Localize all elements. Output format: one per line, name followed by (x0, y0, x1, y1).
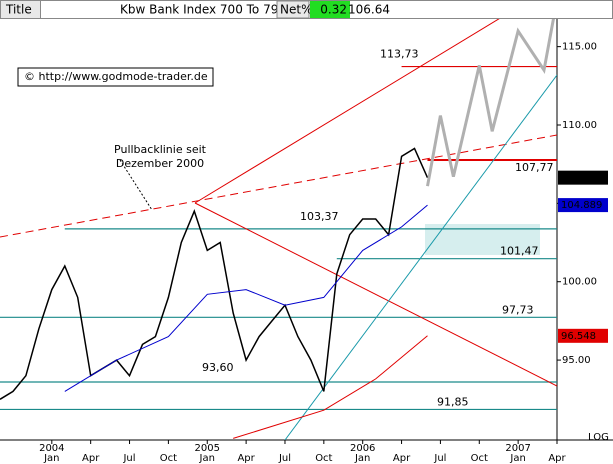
upper-trend-line (194, 19, 500, 204)
x-tick-label: Oct (471, 453, 488, 464)
last-value-box (558, 170, 608, 185)
down-trend-line (194, 202, 557, 387)
price-line (233, 335, 428, 439)
x-tick-label: Apr (548, 453, 566, 464)
year-label: 2006 (350, 443, 375, 454)
x-tick-label: Jan (43, 453, 59, 464)
year-label: 2004 (39, 443, 64, 454)
level-label: 91,85 (437, 395, 469, 408)
price-line (426, 19, 555, 187)
x-tick-label: Jul (278, 453, 291, 464)
title-tab-text: Title (5, 3, 32, 17)
level-label: 101,47 (500, 245, 539, 258)
pullback-line (0, 134, 557, 238)
level-label: 107,77 (515, 161, 554, 174)
price-line (0, 147, 429, 400)
last-price: 106.64 (348, 3, 390, 17)
net-value-box (310, 1, 350, 18)
last-value-label: 106.64 (561, 173, 596, 184)
x-tick-label: Oct (315, 453, 332, 464)
source-box (17, 67, 214, 87)
y-tick-label: 100.00 (562, 277, 597, 288)
x-tick-label: Jan (354, 453, 370, 464)
level-label: 97,73 (502, 303, 534, 316)
net-label: Net% (280, 3, 312, 17)
y-tick-label: 110.00 (562, 120, 597, 131)
level-label: 113,73 (380, 48, 419, 61)
x-tick-label: Jul (122, 453, 135, 464)
x-tick-label: Oct (160, 453, 177, 464)
y-tick-label: 95.00 (562, 355, 591, 366)
year-label: 2005 (195, 443, 220, 454)
last-value-label: 96.548 (561, 331, 596, 342)
x-tick-label: Jan (509, 453, 525, 464)
net-value: 0.32 (320, 3, 347, 17)
trend-lines (0, 19, 557, 440)
net-label-box (276, 0, 310, 19)
last-value-box (558, 198, 608, 213)
annotation-line: Dezember 2000 (116, 157, 204, 170)
x-tick-label: Apr (237, 453, 255, 464)
year-label: 2007 (505, 443, 530, 454)
price-line (64, 204, 428, 392)
chart-title: Kbw Bank Index 700 To 795 (120, 3, 286, 17)
x-tick-label: Apr (393, 453, 411, 464)
support-trend-line (284, 74, 557, 440)
x-tick-label: Apr (82, 453, 100, 464)
y-tick-label: 115.00 (562, 42, 597, 53)
last-value-label: 104.889 (561, 200, 602, 211)
source: © http://www.godmode-trader.de (24, 70, 208, 83)
level-label: 93,60 (202, 361, 234, 374)
annotation-line: Pullbacklinie seit (114, 143, 207, 156)
x-tick-label: Jul (433, 453, 446, 464)
last-value-box (558, 328, 608, 343)
scale-label: LOG (588, 432, 609, 443)
x-tick-label: Jan (199, 453, 215, 464)
level-label: 103,37 (300, 210, 339, 223)
annotation-pointer (119, 159, 153, 211)
